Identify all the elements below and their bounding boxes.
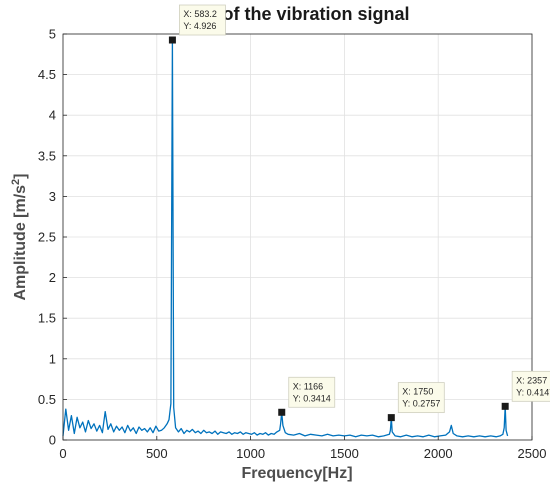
y-tick-label: 2.5 (38, 230, 56, 245)
datatip-y-label: Y: 0.4147 (516, 387, 550, 397)
datatips: X: 583.2 Y: 4.926 X: 1166 Y: 0.3414 X: 1750 Y… (168, 4, 550, 422)
y-tick-label: 4.5 (38, 67, 56, 82)
y-tick-label: 4 (49, 108, 56, 123)
datatip: X: 583.2 Y: 4.926 (168, 4, 226, 44)
datatip-marker (501, 402, 509, 410)
series-layer (62, 39, 509, 438)
datatip-box (397, 382, 445, 414)
y-tick-label: 3.5 (38, 148, 56, 163)
y-tick-label: 2 (49, 270, 56, 285)
x-tick-label: 1000 (236, 446, 265, 461)
fft-series-line (62, 39, 509, 438)
datatip-x-label: X: 1750 (402, 387, 433, 397)
x-tick-label: 1500 (330, 446, 359, 461)
y-tick-label: 0 (49, 433, 56, 448)
x-tick-label: 2500 (518, 446, 547, 461)
y-tick-label: 3 (49, 189, 56, 204)
chart-title: FFT of the vibration signal (185, 4, 410, 24)
datatip-box (288, 376, 336, 408)
datatip-marker (278, 408, 286, 416)
datatip-x-label: X: 583.2 (183, 9, 217, 19)
y-axis-label: Amplitude [m/s2] (10, 173, 29, 300)
datatip: X: 1166 Y: 0.3414 (278, 376, 336, 416)
x-tick-label: 0 (59, 446, 66, 461)
datatip-box (511, 370, 550, 402)
y-tick-label: 0.5 (38, 392, 56, 407)
y-tick-label: 5 (49, 27, 56, 42)
y-axis-label-main: Amplitude [m/s (12, 185, 29, 301)
datatip-y-label: Y: 4.926 (183, 21, 216, 31)
x-tick-label: 500 (146, 446, 168, 461)
datatip-x-label: X: 1166 (293, 381, 323, 391)
y-tick-label: 1 (49, 351, 56, 366)
y-axis-label-close: ] (12, 173, 29, 178)
datatip-y-label: Y: 0.2757 (402, 399, 440, 409)
datatip-y-label: Y: 0.3414 (293, 393, 331, 403)
y-axis-label-superscript: 2 (10, 179, 22, 185)
datatip-x-label: X: 2357 (516, 375, 547, 385)
datatip: X: 2357 Y: 0.4147 (501, 370, 550, 410)
datatip-marker (168, 36, 176, 44)
datatip: X: 1750 Y: 0.2757 (387, 382, 445, 422)
x-tick-label: 2000 (424, 446, 453, 461)
datatip-marker (387, 414, 395, 422)
x-axis-label: Frequency[Hz] (241, 465, 352, 482)
datatip-box (179, 4, 226, 36)
y-tick-label: 1.5 (38, 311, 56, 326)
tick-labels: 0 500 1000 1500 2000 2500 0 0.5 1 1.5 2 2.5 3 3.5 4 4.5… (38, 27, 547, 462)
